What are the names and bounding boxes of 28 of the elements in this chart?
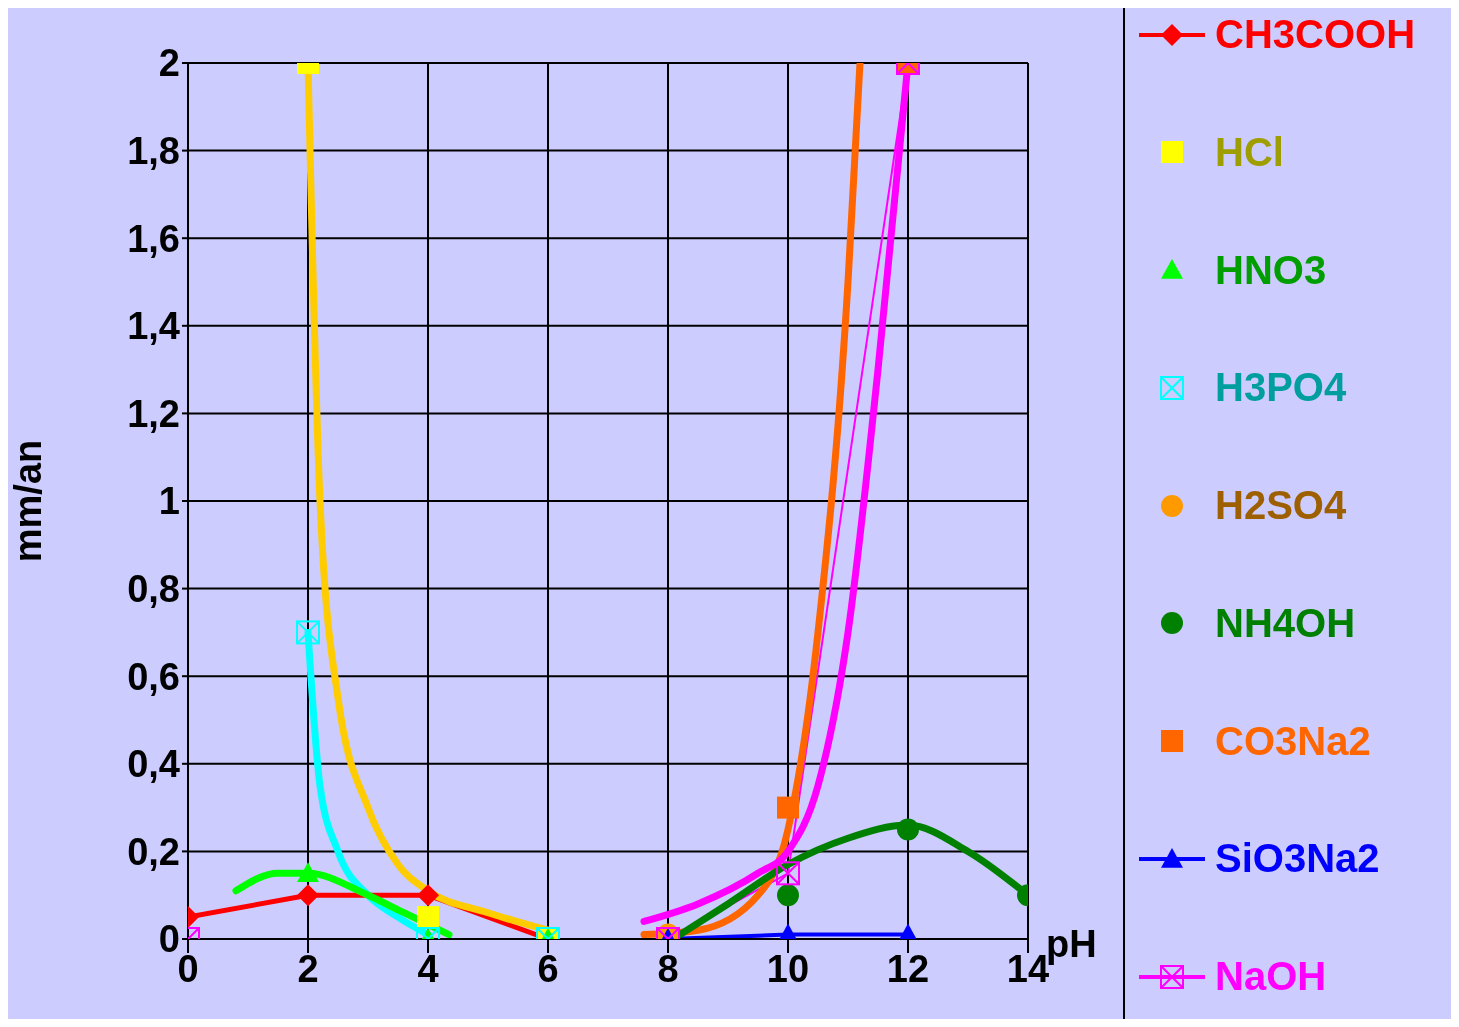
- y-tick-label: 1,8: [127, 130, 180, 173]
- y-tick-label: 1,6: [127, 217, 180, 260]
- x-tick-label: 6: [537, 947, 559, 990]
- legend-label: H2SO4: [1215, 483, 1347, 528]
- legend-label: NaOH: [1215, 954, 1327, 999]
- legend-label: CO3Na2: [1215, 718, 1371, 764]
- y-tick-label: 0,8: [127, 568, 180, 611]
- y-tick-label: 2: [158, 42, 180, 85]
- legend-label: H3PO4: [1215, 365, 1347, 411]
- y-tick-label: 0,2: [127, 830, 180, 873]
- y-tick-label: 1,2: [127, 392, 180, 435]
- y-tick-label: 0,4: [127, 743, 180, 786]
- legend-label: SiO3Na2: [1215, 836, 1380, 882]
- x-tick-label: 4: [417, 947, 439, 990]
- y-tick-label: 0,6: [127, 655, 180, 698]
- legend-label: NH4OH: [1215, 600, 1356, 646]
- y-tick-label: 1: [158, 480, 180, 523]
- x-axis-title: pH: [1046, 923, 1097, 966]
- x-tick-label: 2: [297, 947, 319, 990]
- x-tick-label: 12: [886, 947, 930, 990]
- y-tick-label: 1,4: [127, 305, 180, 348]
- y-axis-title: mm/an: [7, 439, 50, 563]
- x-tick-label: 8: [657, 947, 679, 990]
- legend-label: HCl: [1215, 129, 1284, 175]
- y-tick-label: 0: [158, 918, 180, 961]
- legend-label: HNO3: [1215, 247, 1327, 293]
- x-tick-label: 10: [766, 947, 810, 990]
- legend-label: CH3COOH: [1215, 12, 1416, 57]
